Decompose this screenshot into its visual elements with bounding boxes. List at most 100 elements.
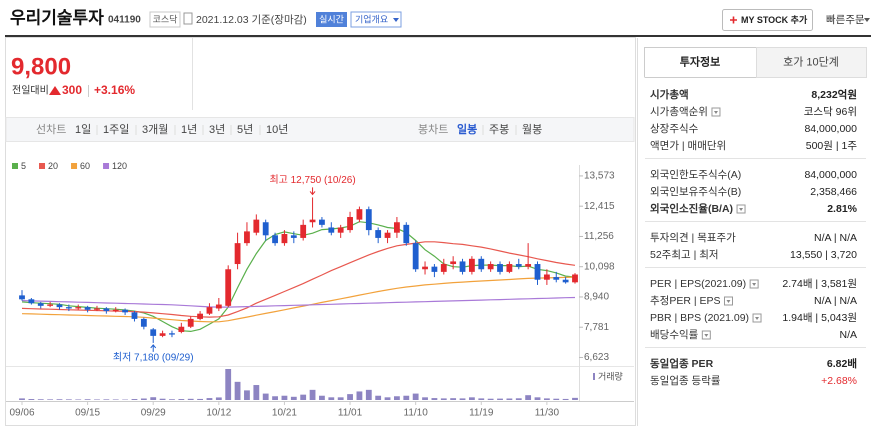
candle-body [440, 264, 447, 272]
candle-body [169, 333, 175, 335]
info-label: 외국인보유주식수(B) [650, 186, 741, 198]
volume-bar [412, 393, 419, 400]
info-tab[interactable]: 투자정보 [680, 54, 720, 68]
up-arrow [49, 86, 61, 95]
candle-body [478, 258, 485, 270]
candle-tab[interactable]: 주봉 [489, 123, 509, 136]
market-badge-box [149, 11, 181, 28]
candle-tab[interactable]: 일봉 [457, 122, 477, 136]
candle-body [84, 307, 91, 310]
candle-body [103, 308, 110, 312]
candle-body [422, 266, 428, 270]
date-icon [183, 12, 193, 25]
info-tab-inactive[interactable] [756, 47, 867, 78]
period-tab[interactable]: 1년 [181, 123, 197, 136]
candle-body [159, 333, 166, 336]
volume-bar [515, 398, 522, 400]
quick-order[interactable]: 빠른주문 [826, 14, 865, 26]
volume-bar [47, 399, 54, 400]
volume-bar [553, 398, 560, 400]
info-label: PBR | BPS (2021.09) [650, 312, 749, 324]
period-tab[interactable]: 1주일 [103, 122, 129, 136]
candle-body [178, 326, 185, 332]
candle-body [56, 304, 63, 308]
candle-body [206, 307, 213, 314]
info-value: 1.94배 | 5,043원 [782, 312, 857, 324]
candle-body [215, 304, 222, 309]
candle-body [197, 313, 203, 319]
volume-bar [131, 399, 138, 400]
candle-body [356, 209, 363, 220]
candle-body [412, 243, 419, 270]
candle-body [150, 329, 157, 336]
x-tick-label: 11/01 [338, 408, 363, 419]
realtime-badge[interactable]: 실시간 [319, 14, 344, 24]
candle-body [225, 269, 232, 306]
period-tab[interactable]: 3년 [209, 123, 225, 136]
info-value: 84,000,000 [804, 169, 857, 181]
volume-bar [319, 395, 325, 400]
candle-body [131, 312, 138, 319]
candle-body [28, 299, 35, 304]
candle-body [497, 264, 503, 272]
current-price: 9,800 [11, 53, 71, 80]
info-value: +2.68% [821, 375, 857, 387]
candle-body [272, 235, 278, 244]
info-value: 13,550 | 3,720 [790, 249, 857, 261]
info-label: 투자의견 | 목표주가 [650, 232, 736, 244]
candle-body [365, 209, 372, 231]
info-value: N/A | N/A [814, 232, 857, 244]
volume-bar [562, 398, 569, 400]
candle-body [347, 217, 353, 231]
period-tab[interactable]: 5년 [237, 123, 253, 136]
y-tick-label: 7,781 [584, 322, 609, 333]
period-tab[interactable]: 3개월 [142, 123, 168, 136]
info-icon-caret [704, 334, 709, 337]
volume-bar [375, 395, 382, 400]
volume-bar [525, 395, 532, 400]
volume-bar [356, 391, 363, 400]
candle-body [37, 303, 44, 306]
overview-button[interactable] [350, 11, 402, 28]
volume-bar [440, 398, 447, 400]
candle-tab[interactable]: 월봉 [522, 123, 542, 136]
x-tick-label: 09/15 [75, 408, 100, 419]
volume-bar [347, 394, 353, 400]
volume-bar [543, 398, 550, 400]
volume-bar [309, 389, 316, 400]
quick-order-caret [864, 18, 870, 22]
overview-caret [393, 18, 399, 22]
x-tick-label: 10/12 [206, 408, 231, 419]
candle-body [65, 307, 72, 309]
realtime-badge-box[interactable] [316, 12, 347, 27]
volume-bar [478, 398, 485, 400]
mystock-label[interactable]: MY STOCK 추가 [741, 14, 808, 25]
y-tick-label: 6,623 [584, 352, 609, 363]
candle-body [122, 309, 129, 313]
info-tab-active[interactable] [644, 47, 757, 78]
base-date: 2021.12.03 기준(장마감) [196, 14, 307, 26]
legend-label: 120 [112, 161, 127, 171]
period-tab[interactable]: 10년 [266, 123, 288, 136]
candle-body [19, 295, 25, 300]
volume-bar [534, 397, 541, 400]
period-tab[interactable]: 1일 [75, 122, 91, 136]
candle-body [253, 219, 260, 233]
volume-bar [459, 398, 466, 400]
candle-body [450, 261, 457, 265]
volume-bar [140, 398, 147, 400]
mystock-button[interactable] [722, 9, 813, 31]
y-tick-label: 13,573 [584, 171, 615, 182]
candle-body [572, 274, 578, 283]
overview-label[interactable]: 기업개요 [355, 14, 388, 24]
candle-body [112, 309, 119, 312]
x-tick-label: 11/30 [535, 408, 560, 419]
info-tab[interactable]: 호가 10단계 [783, 55, 839, 68]
info-value: 코스닥 96위 [804, 105, 857, 118]
volume-bar [75, 399, 82, 400]
candle-body [487, 264, 494, 270]
candle-body [459, 261, 466, 272]
volume-bar [150, 397, 157, 400]
